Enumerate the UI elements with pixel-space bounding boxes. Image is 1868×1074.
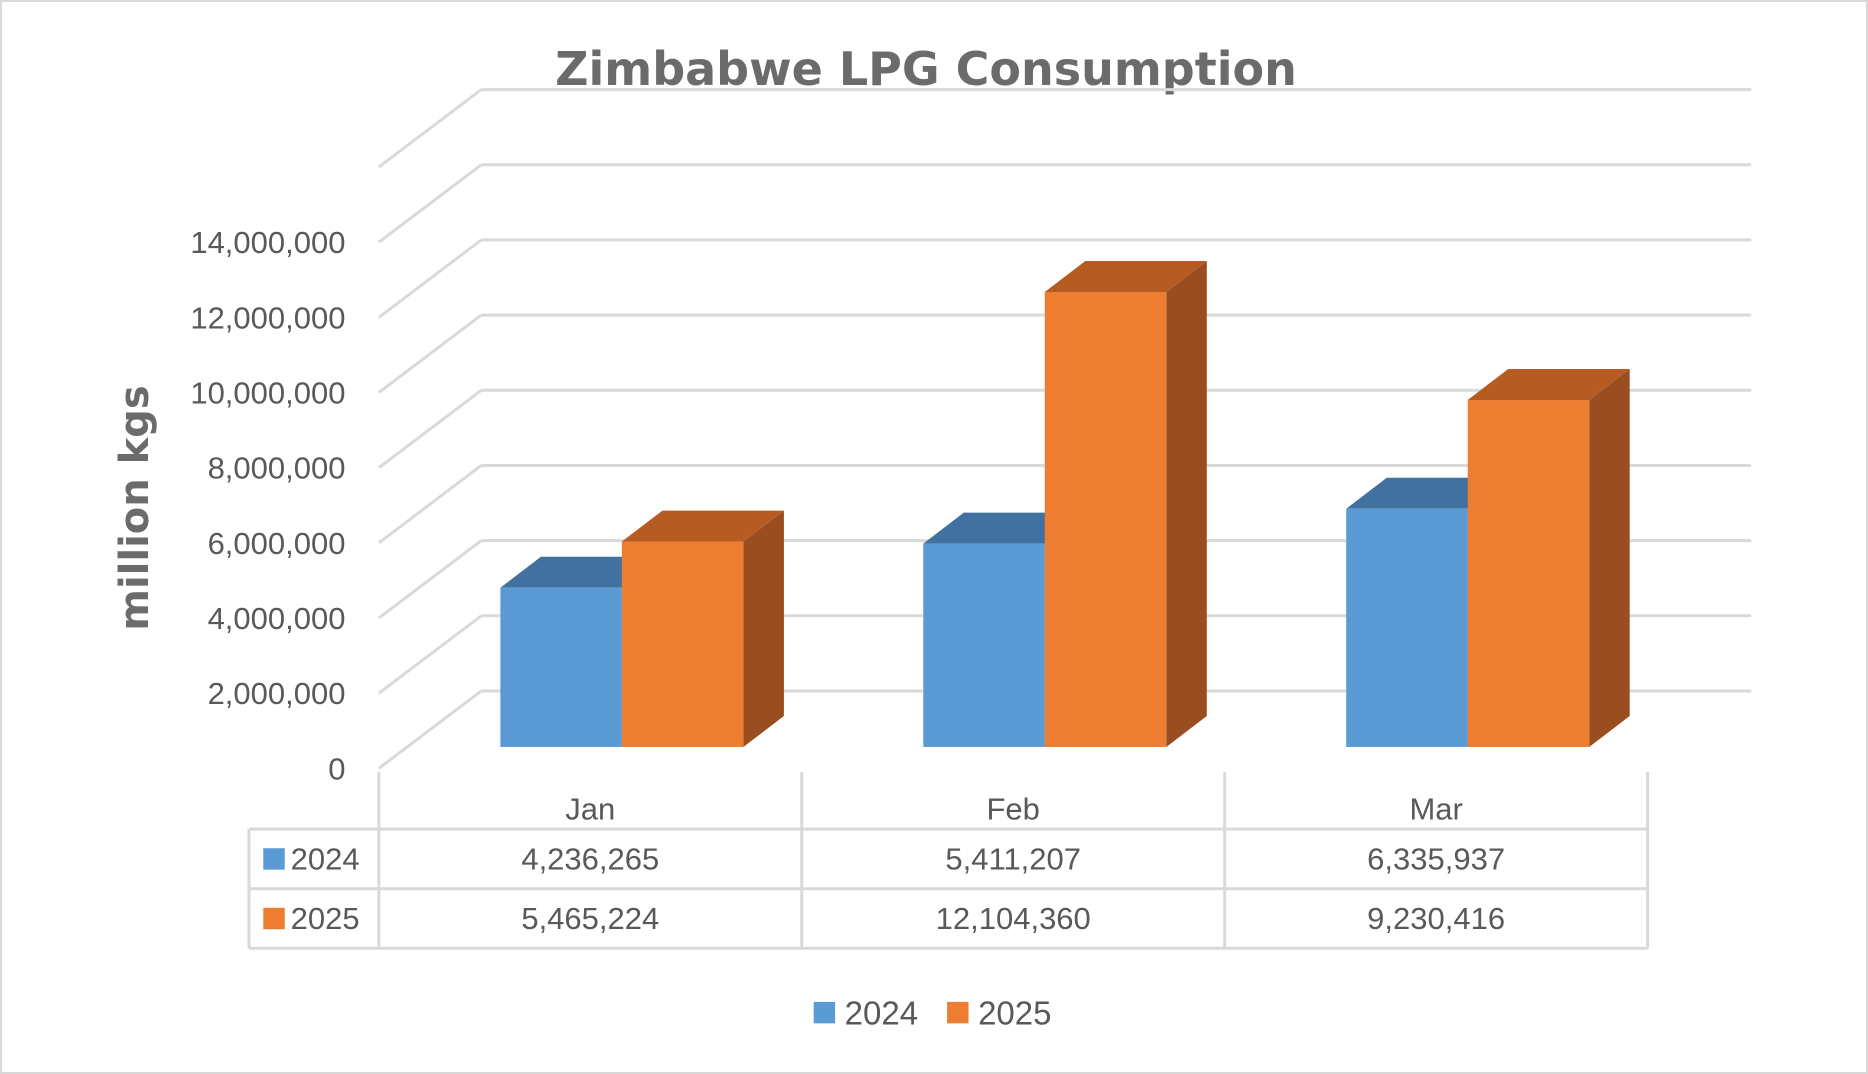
y-tick-label: 12,000,000 (190, 300, 345, 335)
data-table: Jan Feb Mar 2024 4,236,265 5,411,207 6,335,937… (247, 771, 1650, 950)
table-series-swatch (263, 848, 285, 870)
y-tick-label: 10,000,000 (190, 376, 345, 411)
gridline-diagonal (377, 464, 483, 545)
bar-top-2025-jan (621, 510, 784, 542)
bar-2024-mar (1346, 508, 1468, 747)
legend-swatch-2025 (947, 1001, 969, 1024)
gridline-diagonal (377, 389, 483, 469)
y-tick-label: 0 (328, 751, 345, 786)
table-series-name: 2025 (291, 901, 360, 936)
y-tick-label: 8,000,000 (208, 451, 346, 486)
y-tick-label: 14,000,000 (190, 225, 345, 260)
y-tick-label: 6,000,000 (208, 526, 346, 561)
bar-top-2025-mar (1467, 369, 1630, 400)
gridline-diagonal (377, 313, 483, 394)
bar-side-2025-feb (1166, 261, 1207, 747)
table-cell: 6,335,937 (1367, 842, 1505, 877)
table-cell: 5,411,207 (945, 842, 1081, 877)
y-tick-label: 2,000,000 (208, 676, 346, 711)
table-cell: 12,104,360 (936, 901, 1091, 936)
bar-2025-mar (1467, 400, 1590, 747)
table-series-swatch (263, 907, 285, 930)
category-label: Mar (1409, 792, 1462, 827)
table-cell: 4,236,265 (521, 842, 659, 877)
bar-2024-jan (500, 587, 622, 747)
y-axis-ticks: 0 2,000,000 4,000,000 6,000,000 8,000,000 10,… (190, 225, 345, 786)
table-cell: 9,230,416 (1367, 901, 1505, 936)
table-cell: 5,465,224 (521, 901, 659, 936)
legend-label-2024: 2024 (845, 995, 918, 1032)
gridline-diagonal (377, 238, 483, 319)
chart-title: Zimbabwe LPG Consumption (555, 42, 1297, 96)
gridline-diagonal (377, 539, 483, 620)
gridline-diagonal (377, 163, 483, 244)
legend: 2024 2025 (813, 995, 1052, 1032)
bar-top-2025-feb (1044, 261, 1207, 292)
bar-2024-feb (923, 543, 1045, 747)
bar-side-2025-jan (743, 510, 784, 747)
bar-2025-feb (1044, 292, 1167, 747)
bars (500, 261, 1630, 747)
gridline-diagonal (377, 88, 483, 169)
bar-side-2025-mar (1589, 369, 1630, 747)
y-tick-label: 4,000,000 (208, 601, 346, 636)
bar-2025-jan (621, 541, 744, 747)
gridline-diagonal (377, 689, 483, 770)
bar-top-2024-mar (1346, 477, 1509, 509)
table-series-name: 2024 (291, 842, 360, 877)
gridline-diagonal (377, 614, 483, 695)
legend-swatch-2024 (813, 1001, 836, 1024)
legend-label-2025: 2025 (978, 995, 1051, 1032)
category-label: Jan (565, 792, 615, 827)
category-label: Feb (987, 792, 1040, 827)
y-axis-label: million kgs (112, 385, 158, 630)
